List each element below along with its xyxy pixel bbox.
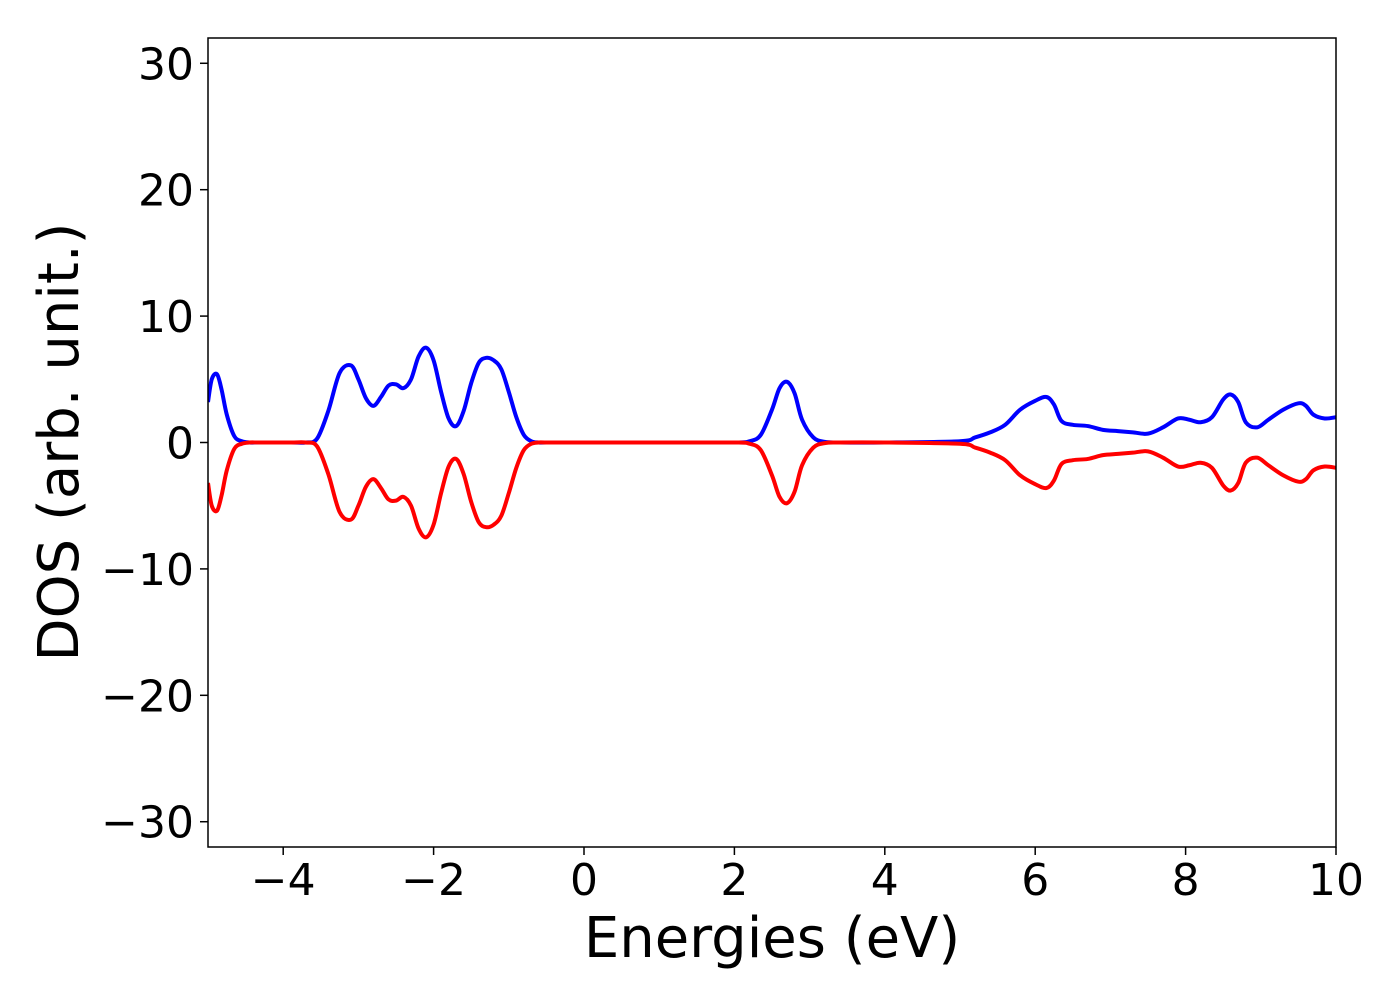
y-tick-label: 10 xyxy=(138,292,194,343)
x-tick-label: 6 xyxy=(1021,855,1049,906)
series-line-0 xyxy=(208,345,1336,445)
y-tick-label: −30 xyxy=(101,798,194,849)
y-tick-label: −20 xyxy=(101,671,194,722)
x-axis-ticks: −4 −2 0 2 4 6 8 10 xyxy=(251,847,1364,906)
x-axis-label: Energies (eV) xyxy=(584,906,960,971)
x-tick-label: −4 xyxy=(251,855,316,906)
y-tick-label: 30 xyxy=(138,39,194,90)
x-tick-label: 10 xyxy=(1308,855,1364,906)
x-tick-label: 0 xyxy=(570,855,598,906)
x-tick-label: 2 xyxy=(720,855,748,906)
y-tick-label: 0 xyxy=(166,419,194,470)
series-line-1 xyxy=(208,440,1336,540)
plot-frame xyxy=(207,37,1337,848)
y-tick-label: −10 xyxy=(101,545,194,596)
x-tick-label: −2 xyxy=(401,855,466,906)
y-tick-label: 20 xyxy=(138,166,194,217)
series-layer xyxy=(208,345,1336,540)
y-axis-ticks: −30 −20 −10 0 10 20 30 xyxy=(101,39,208,849)
y-axis-label: DOS (arb. unit.) xyxy=(27,222,92,661)
x-tick-label: 4 xyxy=(871,855,899,906)
x-tick-label: 8 xyxy=(1172,855,1200,906)
